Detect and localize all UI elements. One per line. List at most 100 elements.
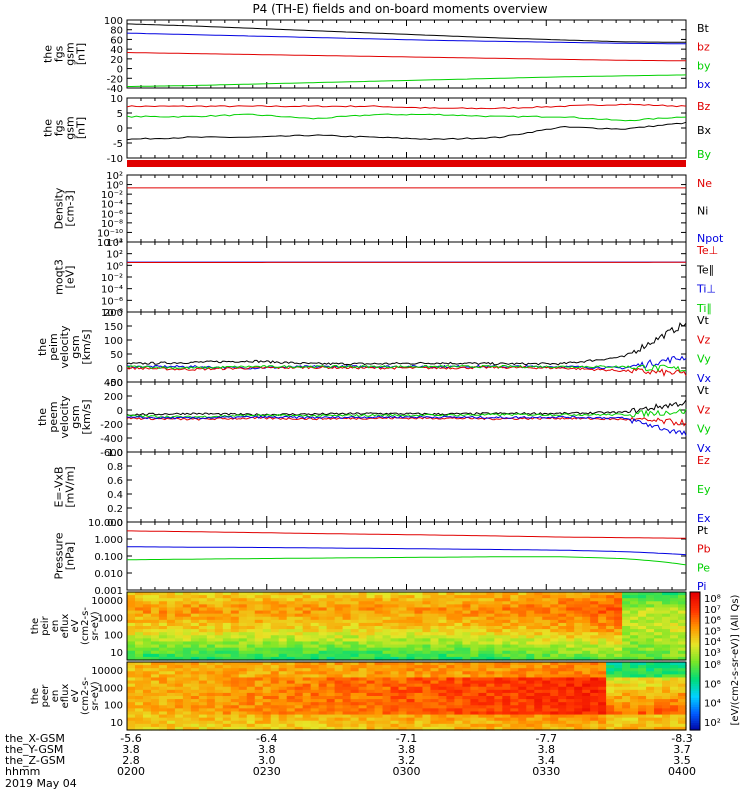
spectrogram-cell — [470, 598, 479, 602]
spectrogram-cell — [462, 708, 471, 713]
spectrogram-cell — [150, 632, 160, 636]
spectrogram-cell — [678, 696, 687, 700]
spectrogram-cell — [598, 717, 607, 722]
spectrogram-cell — [182, 680, 192, 685]
spectrogram-cell — [534, 671, 543, 675]
spectrogram-cell — [214, 638, 224, 643]
spectrogram-cell — [262, 668, 272, 672]
spectrogram-cell — [206, 665, 216, 669]
spectrogram-cell — [646, 723, 655, 728]
spectrogram-cell — [127, 613, 136, 618]
spectrogram-cell — [582, 632, 591, 636]
spectrogram-cell — [414, 598, 424, 602]
spectrogram-cell — [638, 668, 647, 672]
y-axis-label: peim — [47, 333, 60, 361]
spectrogram-cell — [150, 653, 160, 658]
spectrogram-cell — [142, 696, 152, 700]
spectrogram-cell — [678, 668, 687, 672]
spectrogram-cell — [422, 696, 432, 700]
spectrogram-cell — [590, 647, 599, 652]
spectrogram-cell — [270, 677, 280, 682]
spectrogram-cell — [342, 714, 352, 719]
y-axis-label: fgs — [53, 45, 66, 62]
spectrogram-cell — [414, 662, 424, 666]
spectrogram-cell — [510, 696, 519, 700]
spectrogram-cell — [366, 720, 376, 725]
spectrogram-cell — [142, 629, 152, 633]
spectrogram-cell — [502, 665, 511, 669]
spectrogram-cell — [398, 604, 408, 609]
spectrogram-cell — [654, 601, 663, 605]
spectrogram-cell — [390, 613, 400, 618]
spectrogram-cell — [430, 619, 440, 624]
spectrogram-cell — [326, 696, 336, 700]
spectrogram-cell — [310, 598, 320, 602]
spectrogram-cell — [198, 619, 208, 624]
spectrogram-cell — [430, 671, 440, 675]
spectrogram-cell — [422, 595, 432, 599]
spectrogram-cell — [366, 632, 376, 636]
spectrogram-cell — [406, 726, 416, 731]
spectrogram-cell — [254, 708, 264, 713]
panel-5: 200150100500-50thepeimvelocitygsm[km/s]V… — [36, 308, 712, 389]
spectrogram-cell — [422, 714, 432, 719]
spectrogram-cell — [406, 665, 416, 669]
spectrogram-cell — [286, 598, 296, 602]
spectrogram-cell — [198, 629, 208, 633]
spectrogram-cell — [582, 635, 591, 639]
spectrogram-cell — [630, 629, 639, 633]
spectrogram-cell — [606, 644, 615, 649]
spectrogram-cell — [470, 708, 479, 713]
spectrogram-cell — [286, 610, 296, 615]
spectrogram-cell — [326, 686, 336, 691]
spectrogram-cell — [350, 641, 360, 646]
spectrogram-cell — [502, 622, 511, 627]
spectrogram-cell — [158, 598, 168, 602]
spectrogram-cell — [150, 699, 160, 703]
spectrogram-cell — [638, 610, 647, 615]
y-tick-label: 10² — [106, 250, 123, 261]
spectrogram-cell — [542, 674, 551, 679]
spectrogram-cell — [662, 613, 671, 618]
spectrogram-cell — [478, 683, 487, 688]
spectrogram-cell — [510, 622, 519, 627]
spectrogram-cell — [286, 702, 296, 706]
spectrogram-cell — [326, 647, 336, 652]
spectrogram-cell — [462, 601, 471, 605]
spectrogram-cell — [614, 705, 623, 709]
spectrogram-cell — [654, 641, 663, 646]
spectrogram-cell — [342, 619, 352, 624]
spectrogram-cell — [310, 638, 320, 643]
spectrogram-cell — [390, 601, 400, 605]
spectrogram-cell — [190, 671, 200, 675]
spectrogram-cell — [127, 720, 136, 725]
spectrogram-cell — [206, 626, 216, 630]
spectrogram-cell — [182, 656, 192, 661]
spectrogram-cell — [438, 702, 448, 706]
spectrogram-cell — [198, 720, 208, 725]
spectrogram-cell — [142, 607, 152, 612]
spectrogram-cell — [518, 601, 527, 605]
spectrogram-cell — [590, 622, 599, 627]
spectrogram-cell — [230, 613, 240, 618]
spectrogram-cell — [422, 708, 432, 713]
spectrogram-cell — [406, 629, 416, 633]
spectrogram-cell — [182, 711, 192, 716]
spectrogram-cell — [550, 604, 559, 609]
spectrogram-cell — [254, 626, 264, 630]
spectrogram-cell — [550, 647, 559, 652]
spectrogram-cell — [510, 662, 519, 666]
spectrogram-cell — [558, 607, 567, 612]
spectrogram-cell — [142, 613, 152, 618]
spectrogram-cell — [670, 674, 679, 679]
spectrogram-cell — [574, 595, 583, 599]
spectrogram-cell — [446, 708, 456, 713]
y-axis-label: the — [42, 45, 55, 63]
spectrogram-cell — [382, 601, 392, 605]
spectrogram-cell — [174, 650, 184, 655]
spectrogram-cell — [670, 638, 679, 643]
x-axis-row-label: the_Z-GSM — [5, 754, 65, 767]
spectrogram-cell — [662, 665, 671, 669]
spectrogram-cell — [310, 686, 320, 691]
spectrogram-cell — [542, 665, 551, 669]
